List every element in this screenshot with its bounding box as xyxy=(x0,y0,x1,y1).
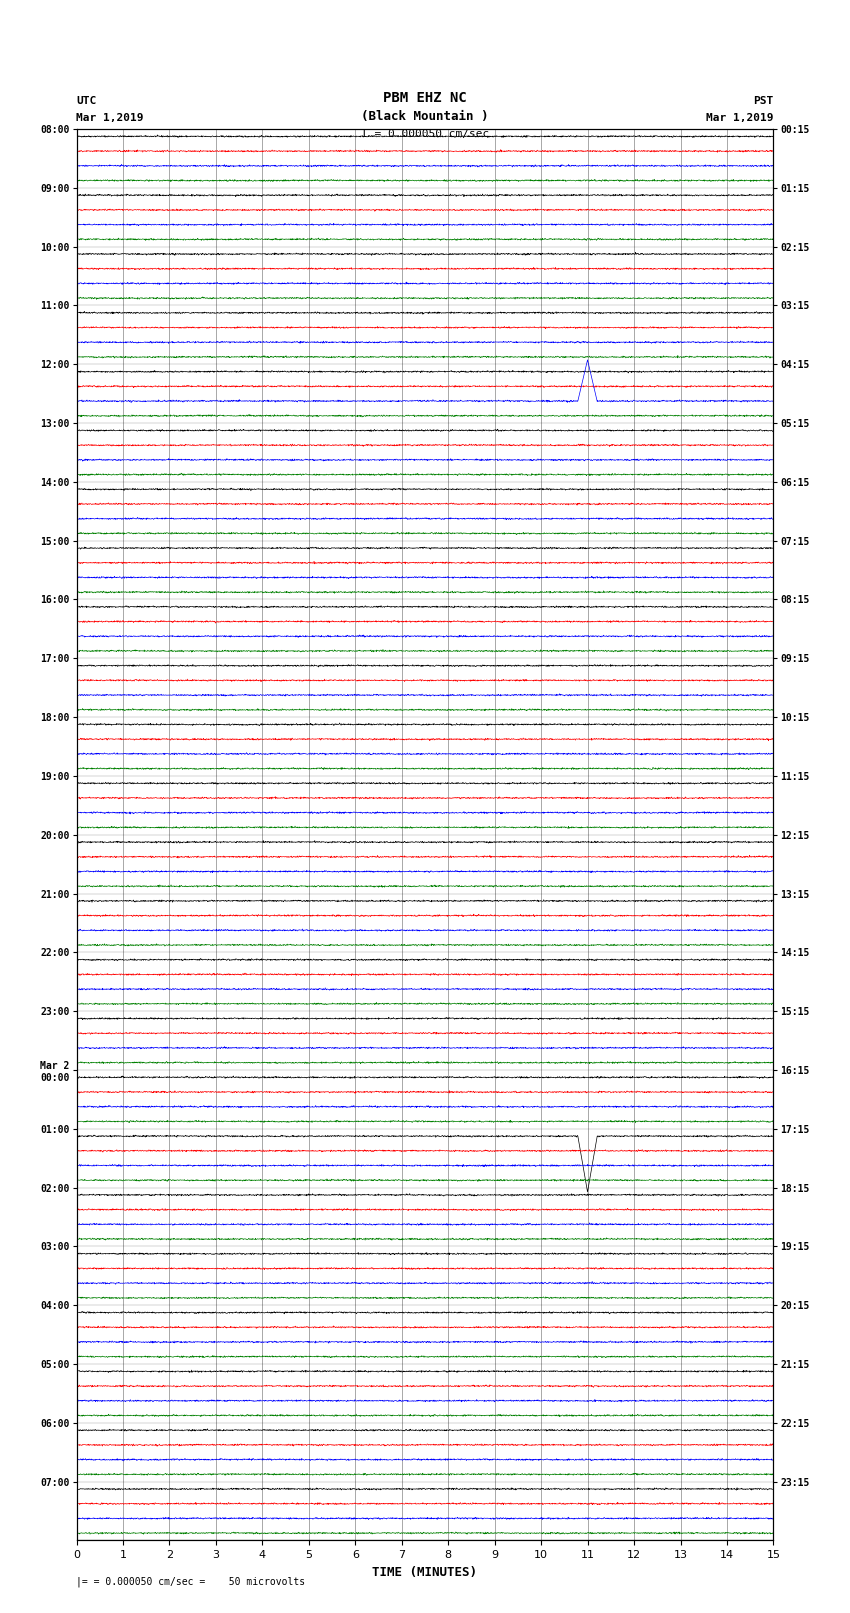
Text: UTC: UTC xyxy=(76,97,97,106)
Text: Mar 1,2019: Mar 1,2019 xyxy=(706,113,774,123)
Text: I = 0.000050 cm/sec: I = 0.000050 cm/sec xyxy=(361,129,489,139)
X-axis label: TIME (MINUTES): TIME (MINUTES) xyxy=(372,1566,478,1579)
Text: Mar 1,2019: Mar 1,2019 xyxy=(76,113,144,123)
Text: |= = 0.000050 cm/sec =    50 microvolts: |= = 0.000050 cm/sec = 50 microvolts xyxy=(76,1576,306,1587)
Text: PBM EHZ NC: PBM EHZ NC xyxy=(383,90,467,105)
Text: (Black Mountain ): (Black Mountain ) xyxy=(361,110,489,123)
Text: PST: PST xyxy=(753,97,774,106)
